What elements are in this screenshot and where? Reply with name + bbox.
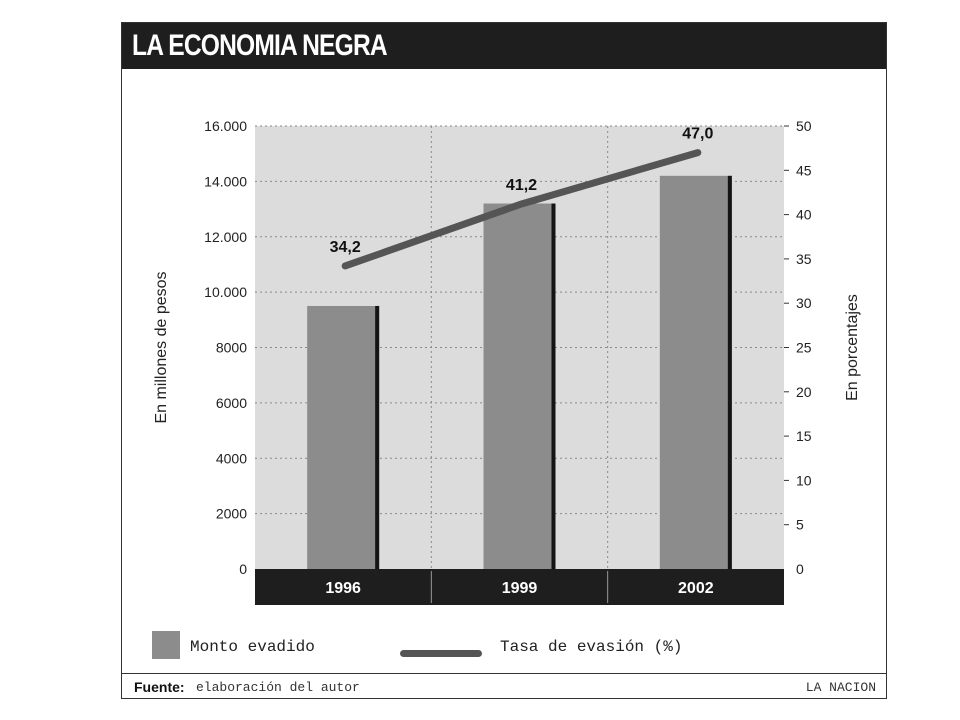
bar — [483, 203, 556, 569]
category-band — [255, 569, 784, 605]
line-series — [341, 149, 702, 270]
chart-svg: 34,2 41,2 47,0 1996 1999 2002 0 2000 4000 6000 800… — [153, 118, 861, 605]
data-label: 47,0 — [682, 126, 713, 143]
y-tick-label: 2000 — [216, 506, 247, 522]
bar — [307, 305, 380, 569]
source-text: elaboración del autor — [196, 680, 360, 695]
y-axis-title: En millones de pesos — [153, 271, 170, 423]
y-tick-label: 14.000 — [204, 173, 247, 189]
y2-tick-label: 0 — [796, 561, 804, 577]
y2-tick-label: 40 — [796, 207, 812, 223]
chart-title: LA ECONOMIA NEGRA — [132, 29, 388, 62]
legend-line-swatch — [400, 650, 482, 657]
title-bar: LA ECONOMIA NEGRA — [122, 23, 886, 69]
category-label: 1996 — [325, 580, 361, 597]
y2-tick-label: 30 — [796, 295, 812, 311]
bar — [659, 175, 732, 569]
y2-tick-label: 20 — [796, 384, 812, 400]
bar-shadow — [727, 175, 732, 569]
data-label: 41,2 — [506, 177, 537, 194]
y-tick-label: 12.000 — [204, 229, 247, 245]
footer-divider — [122, 673, 886, 674]
y2-axis-title: En porcentajes — [844, 294, 861, 401]
source-prefix: Fuente: — [134, 679, 185, 695]
legend-bar-swatch — [152, 631, 180, 659]
y-tick-label: 4000 — [216, 450, 247, 466]
y-tick-label: 8000 — [216, 340, 247, 356]
y-tick-label: 6000 — [216, 395, 247, 411]
y2-tick-label: 45 — [796, 162, 812, 178]
category-label: 2002 — [678, 580, 714, 597]
y-tick-label: 16.000 — [204, 118, 247, 134]
y-tick-label: 10.000 — [204, 284, 247, 300]
legend-bar-label: Monto evadido — [190, 638, 315, 656]
category-label: 1999 — [502, 580, 538, 597]
y2-tick-label: 25 — [796, 340, 812, 356]
y2-tick-label: 50 — [796, 118, 812, 134]
y2-tick-label: 10 — [796, 472, 812, 488]
bar-shadow — [375, 305, 380, 569]
legend-line-label: Tasa de evasión (%) — [500, 638, 683, 656]
data-label: 34,2 — [330, 239, 361, 256]
publisher-credit: LA NACION — [805, 680, 876, 695]
y2-tick-label: 15 — [796, 428, 812, 444]
y-tick-label: 0 — [239, 561, 247, 577]
chart-card: LA ECONOMIA NEGRA 34,2 41,2 47,0 1996 1999 20… — [121, 22, 887, 699]
bar-shadow — [551, 203, 556, 569]
y2-tick-label: 5 — [796, 517, 804, 533]
y2-tick-label: 35 — [796, 251, 812, 267]
